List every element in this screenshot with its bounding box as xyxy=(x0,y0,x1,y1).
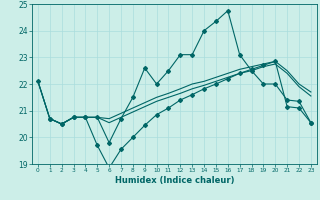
X-axis label: Humidex (Indice chaleur): Humidex (Indice chaleur) xyxy=(115,176,234,185)
